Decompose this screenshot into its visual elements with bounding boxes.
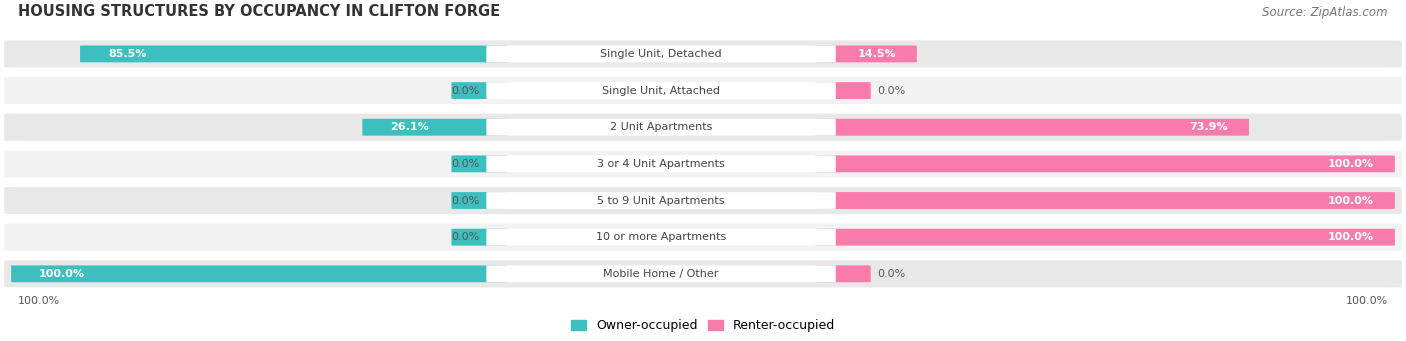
FancyBboxPatch shape bbox=[486, 192, 835, 209]
FancyBboxPatch shape bbox=[4, 224, 1402, 251]
Text: 100.0%: 100.0% bbox=[39, 269, 86, 279]
FancyBboxPatch shape bbox=[486, 45, 835, 62]
FancyBboxPatch shape bbox=[486, 82, 835, 99]
Text: 100.0%: 100.0% bbox=[1327, 195, 1374, 206]
Text: 100.0%: 100.0% bbox=[1327, 232, 1374, 242]
Text: Single Unit, Detached: Single Unit, Detached bbox=[600, 49, 721, 59]
Text: 26.1%: 26.1% bbox=[391, 122, 429, 132]
FancyBboxPatch shape bbox=[486, 119, 835, 136]
Text: HOUSING STRUCTURES BY OCCUPANCY IN CLIFTON FORGE: HOUSING STRUCTURES BY OCCUPANCY IN CLIFT… bbox=[18, 4, 501, 19]
FancyBboxPatch shape bbox=[4, 260, 1402, 287]
FancyBboxPatch shape bbox=[363, 119, 508, 136]
FancyBboxPatch shape bbox=[80, 45, 508, 62]
FancyBboxPatch shape bbox=[815, 265, 870, 282]
Text: 14.5%: 14.5% bbox=[858, 49, 896, 59]
FancyBboxPatch shape bbox=[486, 229, 835, 246]
Text: Source: ZipAtlas.com: Source: ZipAtlas.com bbox=[1263, 6, 1388, 19]
Text: 10 or more Apartments: 10 or more Apartments bbox=[596, 232, 725, 242]
FancyBboxPatch shape bbox=[4, 114, 1402, 141]
FancyBboxPatch shape bbox=[4, 77, 1402, 104]
Text: 3 or 4 Unit Apartments: 3 or 4 Unit Apartments bbox=[598, 159, 725, 169]
FancyBboxPatch shape bbox=[815, 45, 917, 62]
Text: 73.9%: 73.9% bbox=[1189, 122, 1227, 132]
Text: 100.0%: 100.0% bbox=[1327, 159, 1374, 169]
Text: 100.0%: 100.0% bbox=[18, 296, 60, 306]
FancyBboxPatch shape bbox=[815, 119, 1249, 136]
FancyBboxPatch shape bbox=[4, 40, 1402, 68]
Text: 2 Unit Apartments: 2 Unit Apartments bbox=[610, 122, 713, 132]
FancyBboxPatch shape bbox=[815, 192, 1395, 209]
Text: 0.0%: 0.0% bbox=[451, 86, 479, 95]
Text: 5 to 9 Unit Apartments: 5 to 9 Unit Apartments bbox=[598, 195, 725, 206]
FancyBboxPatch shape bbox=[815, 82, 870, 99]
FancyBboxPatch shape bbox=[815, 155, 1395, 172]
Text: 100.0%: 100.0% bbox=[1346, 296, 1388, 306]
FancyBboxPatch shape bbox=[451, 192, 508, 209]
FancyBboxPatch shape bbox=[11, 265, 508, 282]
FancyBboxPatch shape bbox=[486, 265, 835, 282]
Legend: Owner-occupied, Renter-occupied: Owner-occupied, Renter-occupied bbox=[567, 314, 839, 337]
Text: 85.5%: 85.5% bbox=[108, 49, 146, 59]
Text: 0.0%: 0.0% bbox=[451, 232, 479, 242]
FancyBboxPatch shape bbox=[4, 150, 1402, 177]
Text: 0.0%: 0.0% bbox=[451, 159, 479, 169]
FancyBboxPatch shape bbox=[486, 155, 835, 172]
FancyBboxPatch shape bbox=[451, 82, 508, 99]
FancyBboxPatch shape bbox=[815, 229, 1395, 246]
FancyBboxPatch shape bbox=[451, 155, 508, 172]
FancyBboxPatch shape bbox=[451, 229, 508, 246]
Text: 0.0%: 0.0% bbox=[877, 86, 905, 95]
Text: Mobile Home / Other: Mobile Home / Other bbox=[603, 269, 718, 279]
FancyBboxPatch shape bbox=[4, 187, 1402, 214]
Text: 0.0%: 0.0% bbox=[451, 195, 479, 206]
Text: 0.0%: 0.0% bbox=[877, 269, 905, 279]
Text: Single Unit, Attached: Single Unit, Attached bbox=[602, 86, 720, 95]
